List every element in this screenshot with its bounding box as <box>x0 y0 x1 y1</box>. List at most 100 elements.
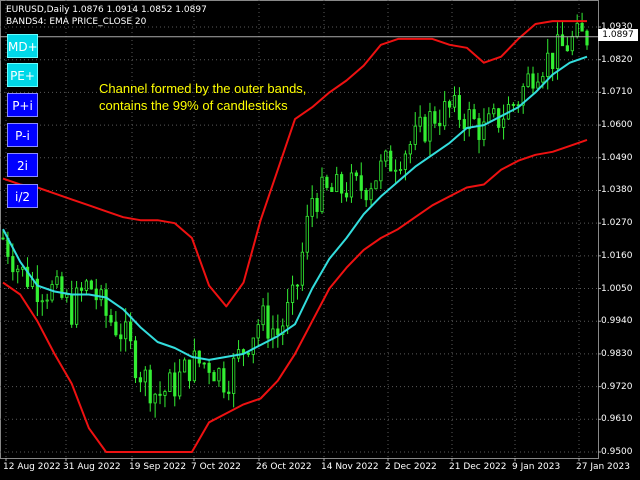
candle-body <box>501 118 506 128</box>
candle-body <box>94 288 98 301</box>
candle-body <box>271 328 275 339</box>
x-tick-label: 19 Sep 2022 <box>129 462 187 472</box>
candle-body <box>158 393 162 396</box>
candle-body <box>472 109 476 120</box>
candle-body <box>428 111 432 142</box>
pe-plus-button[interactable]: PE+ <box>7 63 38 87</box>
candle-body <box>75 287 79 325</box>
y-tick-label: 1.0490 <box>601 152 633 163</box>
candle-body <box>315 198 319 212</box>
candle-body <box>212 372 216 382</box>
candle-body <box>84 280 89 291</box>
candle-body <box>65 294 69 298</box>
candle-body <box>168 372 172 392</box>
candle-body <box>119 334 123 340</box>
x-tick-label: 21 Dec 2022 <box>449 462 507 472</box>
candle-body <box>330 187 334 192</box>
candle-body <box>173 372 177 397</box>
candle-body <box>50 284 54 301</box>
candle-body <box>575 22 579 37</box>
y-tick-label: 0.9500 <box>601 447 633 457</box>
md-plus-button[interactable]: MD+ <box>7 34 38 58</box>
candle-body <box>148 369 152 404</box>
candle-body <box>133 340 138 379</box>
y-tick-label: 1.0050 <box>601 283 633 294</box>
candle-body <box>452 95 457 108</box>
candle-body <box>511 104 515 106</box>
candle-body <box>182 359 187 373</box>
candle-body <box>438 122 442 127</box>
y-tick-label: 1.0380 <box>601 185 633 196</box>
candle-body <box>457 95 462 120</box>
candle-body <box>560 34 565 47</box>
candle-body <box>374 180 378 190</box>
candle-body <box>40 300 44 303</box>
candle-body <box>104 289 108 316</box>
candle-body <box>281 325 285 336</box>
candle-body <box>354 172 358 177</box>
candle-body <box>178 371 182 397</box>
candle-body <box>163 391 167 396</box>
y-tick-label: 1.0160 <box>601 250 633 261</box>
y-tick-label: 0.9720 <box>601 381 633 392</box>
candle-body <box>526 73 530 87</box>
indicator-info: BANDS4: EMA PRICE_CLOSE 20 <box>6 17 147 27</box>
candle-body <box>217 368 221 382</box>
candle-body <box>565 45 569 52</box>
candle-body <box>320 176 324 212</box>
candle-body <box>261 305 265 326</box>
x-tick-label: 9 Jan 2023 <box>512 462 561 472</box>
candle-body <box>462 119 466 130</box>
chart-annotation: Channel formed by the outer bands, conta… <box>99 80 306 114</box>
candle-body <box>202 362 206 365</box>
double-i-button[interactable]: 2i <box>7 153 38 177</box>
candle-body <box>11 256 15 273</box>
candle-body <box>467 109 471 130</box>
candle-body <box>99 289 103 301</box>
candle-body <box>45 299 49 302</box>
candle-body <box>310 198 314 217</box>
y-tick-label: 1.0270 <box>601 218 633 229</box>
y-tick-label: 0.9830 <box>601 348 633 359</box>
candle-body <box>369 188 373 201</box>
candle-body <box>394 169 398 172</box>
candle-body <box>128 321 133 342</box>
candle-body <box>536 81 540 89</box>
p-plus-i-button[interactable]: P+i <box>7 93 38 117</box>
y-tick-label: 1.0930 <box>601 22 633 32</box>
half-i-button[interactable]: i/2 <box>7 184 38 208</box>
candle-body <box>585 30 589 46</box>
candle-body <box>403 153 408 170</box>
candle-body <box>408 144 412 155</box>
chart-frame <box>0 0 599 459</box>
y-tick-label: 0.9610 <box>601 414 633 425</box>
candle-body <box>482 121 486 140</box>
candle-body <box>256 324 260 339</box>
candle-body <box>531 73 535 89</box>
candle-body <box>79 287 84 291</box>
upper-band-line <box>2 20 587 308</box>
candle-body <box>124 321 128 340</box>
x-tick-label: 26 Oct 2022 <box>256 462 312 472</box>
candle-body <box>251 337 255 355</box>
p-minus-i-button[interactable]: P-i <box>7 123 38 147</box>
candle-body <box>114 321 118 336</box>
candle-body <box>222 368 226 393</box>
candle-body <box>138 377 143 383</box>
candle-body <box>305 215 309 253</box>
candle-body <box>418 116 422 127</box>
annotation-line-2: contains the 99% of candlesticks <box>99 98 288 113</box>
y-tick-label: 0.9940 <box>601 316 633 327</box>
candle-body <box>344 192 349 198</box>
candle-body <box>349 172 354 198</box>
candle-body <box>70 294 74 325</box>
candle-body <box>286 302 290 327</box>
candle-body <box>447 101 452 108</box>
candle-body <box>551 52 555 69</box>
candle-body <box>359 175 363 191</box>
candle-body <box>398 169 403 171</box>
candle-body <box>364 190 368 201</box>
candle-body <box>25 266 30 287</box>
